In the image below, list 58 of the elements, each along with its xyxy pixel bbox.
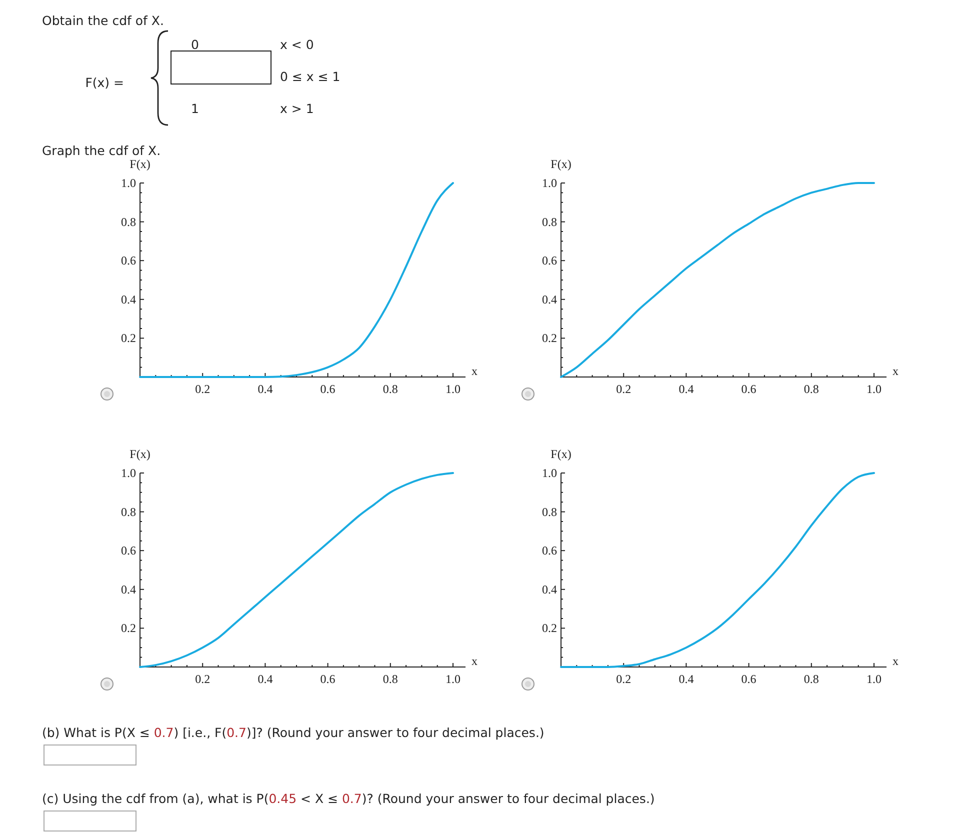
text: x < 0 (280, 37, 314, 52)
x-tick-label: 1.0 (866, 672, 882, 686)
y-tick-label: 0.6 (121, 544, 136, 558)
text: 0 (191, 37, 200, 52)
x-tick-label: 0.4 (678, 672, 694, 686)
text: 0 ≤ x ≤ 1 (280, 69, 340, 84)
y-axis-title: F(x) (550, 447, 572, 461)
y-tick-label: 1.0 (121, 176, 136, 190)
y-tick-label: 0.8 (542, 504, 557, 519)
y-tick-label: 0.6 (542, 254, 557, 268)
x-tick-label: 1.0 (446, 382, 460, 396)
text: Obtain the cdf of X. (42, 13, 164, 28)
y-tick-label: 0.2 (121, 331, 136, 346)
x-tick-label: 0.8 (382, 382, 398, 396)
text: 1 (191, 101, 199, 116)
text: F(x) = (85, 75, 124, 90)
y-axis-title: F(x) (130, 157, 150, 171)
x-tick-label: 0.4 (258, 672, 273, 686)
x-tick-label: 0.4 (258, 382, 273, 396)
y-axis-title: F(x) (130, 447, 150, 461)
x-axis-title: x (892, 364, 899, 378)
x-axis-title: x (472, 654, 478, 668)
y-tick-label: 0.8 (121, 214, 136, 229)
y-tick-label: 1.0 (542, 466, 557, 480)
x-tick-label: 0.2 (195, 672, 210, 686)
y-tick-label: 1.0 (121, 466, 136, 480)
x-axis-title: x (892, 654, 899, 668)
x-tick-label: 1.0 (446, 672, 460, 686)
x-axis-title: x (472, 364, 478, 378)
text: (b) What is P(X ≤ 0.7) [i.e., F(0.7)]? (Round your answer to four decimal places.) (42, 725, 544, 740)
x-tick-label: 0.8 (804, 672, 819, 686)
text: Graph the cdf of X. (42, 143, 161, 158)
x-tick-label: 0.2 (195, 382, 210, 396)
text: x > 1 (280, 101, 314, 116)
y-tick-label: 0.4 (542, 582, 557, 596)
x-tick-label: 0.4 (678, 382, 694, 396)
x-tick-label: 0.8 (804, 382, 819, 396)
y-tick-label: 0.4 (542, 292, 557, 306)
y-tick-label: 1.0 (542, 176, 557, 190)
text: (c) Using the cdf from (a), what is P(0.45 < X ≤ 0.7)? (Round your answer to four decimal places.) (42, 791, 655, 806)
y-tick-label: 0.2 (542, 621, 557, 636)
y-tick-label: 0.6 (121, 254, 136, 268)
x-tick-label: 0.2 (616, 672, 632, 686)
y-tick-label: 0.8 (121, 504, 136, 519)
y-tick-label: 0.2 (121, 621, 136, 636)
y-tick-label: 0.4 (121, 292, 136, 306)
y-tick-label: 0.4 (121, 582, 136, 596)
x-tick-label: 0.6 (320, 672, 336, 686)
y-tick-label: 0.6 (542, 544, 557, 558)
y-tick-label: 0.8 (542, 214, 557, 229)
x-tick-label: 0.2 (616, 382, 632, 396)
y-tick-label: 0.2 (542, 331, 557, 346)
x-tick-label: 1.0 (866, 382, 882, 396)
x-tick-label: 0.6 (741, 382, 756, 396)
x-tick-label: 0.8 (382, 672, 398, 686)
y-axis-title: F(x) (550, 157, 572, 171)
x-tick-label: 0.6 (741, 672, 756, 686)
x-tick-label: 0.6 (320, 382, 336, 396)
